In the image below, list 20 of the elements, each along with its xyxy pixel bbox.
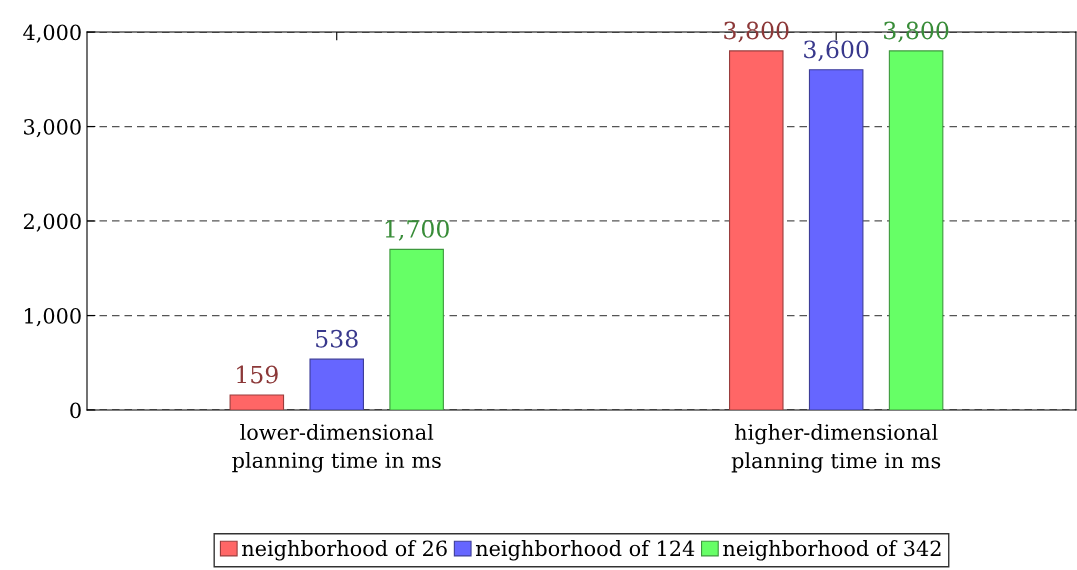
bar [229, 394, 285, 410]
legend-label: neighborhood of 124 [475, 540, 695, 561]
legend-label: neighborhood of 26 [242, 540, 447, 561]
bar [389, 248, 444, 410]
bar [728, 50, 784, 410]
data-label: 538 [316, 329, 358, 348]
y-tick-label: 2,000 [23, 213, 81, 232]
y-tick-label: 4,000 [23, 24, 81, 43]
bar [309, 358, 365, 410]
data-label: 3,600 [804, 40, 869, 62]
y-tick-label: 1,000 [25, 307, 81, 327]
bar [888, 50, 944, 410]
data-label: 159 [237, 365, 278, 384]
legend-label: neighborhood of 342 [723, 540, 941, 561]
bar [808, 69, 864, 410]
x-tick-label: higher-dimensional planning time in ms [731, 423, 941, 473]
y-tick-label: 0 [70, 402, 81, 419]
y-tick-label: 3,000 [24, 118, 81, 138]
data-label: 1,700 [385, 219, 449, 241]
x-tick-label: lower-dimensional planning time in ms [232, 423, 441, 473]
